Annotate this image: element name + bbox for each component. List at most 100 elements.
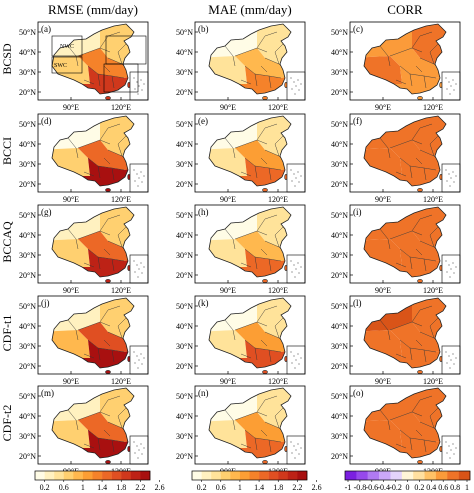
island-dot <box>452 262 454 264</box>
region-swc <box>364 239 402 267</box>
island-dot <box>446 180 448 182</box>
island-dot <box>137 457 139 459</box>
colorbar-swatch <box>63 471 74 480</box>
colorbar-swatch <box>201 471 212 480</box>
island-dot <box>291 180 293 182</box>
province-border <box>274 135 284 157</box>
lat-tick-label: 50°N <box>331 211 348 220</box>
map-panel-b: 50°N 40°N 30°N 20°N 90°E 120°E (b) <box>176 21 306 112</box>
lat-tick-label: 50°N <box>176 28 193 37</box>
colorbar-tick-label: -0.4 <box>377 483 390 492</box>
colorbar-tick-label: 1 <box>238 483 242 492</box>
island-dot <box>134 452 136 454</box>
island-dot <box>134 362 136 364</box>
province-border <box>111 167 115 181</box>
lon-tick-label: 90°E <box>220 103 236 112</box>
hainan-island <box>262 96 268 100</box>
panel-frame <box>349 385 461 465</box>
lat-tick-label: 40°N <box>176 48 193 57</box>
province-border <box>415 429 423 437</box>
province-border <box>429 43 439 65</box>
province-border <box>395 262 407 268</box>
province-border <box>260 429 268 437</box>
province-border <box>260 248 268 256</box>
island-dot <box>449 457 451 459</box>
island-dot <box>295 177 297 179</box>
region-swc <box>209 148 247 176</box>
region-north <box>257 207 291 247</box>
china-border <box>363 297 447 369</box>
colorbar-swatch <box>297 471 308 480</box>
colorbar-tick-label: -0.6 <box>365 483 378 492</box>
lat-tick-label: 50°N <box>176 211 193 220</box>
lat-tick-label: 20°N <box>331 88 348 97</box>
island-dot <box>453 363 455 365</box>
south-china-sea-inset <box>286 71 306 101</box>
province-border <box>224 45 236 67</box>
region-swc <box>52 330 90 358</box>
island-dot <box>134 271 136 273</box>
island-dot <box>300 83 302 85</box>
colorbar-tick-label: 0.2 <box>414 483 424 492</box>
colorbar-swatch <box>35 471 45 480</box>
panel-label: (m) <box>41 388 54 398</box>
island-dot <box>449 367 451 369</box>
china-border <box>51 297 135 369</box>
colorbar-swatch <box>121 471 132 480</box>
lon-tick-label: 90°E <box>63 195 79 204</box>
lat-tick-label: 20°N <box>19 452 36 461</box>
hainan-island <box>417 96 423 100</box>
lat-tick-label: 40°N <box>176 231 193 240</box>
island-dot <box>290 260 292 262</box>
island-dot <box>453 89 455 91</box>
island-dot <box>448 264 450 266</box>
region-north <box>412 298 446 338</box>
lat-tick-label: 40°N <box>176 412 193 421</box>
island-dot <box>137 367 139 369</box>
colorbar-swatch <box>192 471 202 480</box>
lat-tick-label: 30°N <box>19 342 36 351</box>
province-border <box>224 409 236 431</box>
column-title-corr: CORR <box>387 2 423 17</box>
province-border <box>429 135 439 157</box>
hainan-island <box>417 188 423 192</box>
lat-tick-label: 50°N <box>19 28 36 37</box>
province-border <box>67 409 79 431</box>
lat-tick-label: 50°N <box>176 120 193 129</box>
china-border <box>363 206 447 278</box>
colorbar-swatch <box>239 471 250 480</box>
island-dot <box>143 83 145 85</box>
hainan-island <box>105 96 111 100</box>
china-border <box>363 115 447 187</box>
hainan-island <box>105 188 111 192</box>
island-dot <box>449 93 451 95</box>
china-border <box>51 206 135 278</box>
colorbar-swatch <box>211 471 221 480</box>
island-dot <box>455 447 457 449</box>
island-dot <box>453 181 455 183</box>
island-dot <box>138 85 140 87</box>
island-dot <box>450 177 452 179</box>
island-dot <box>455 175 457 177</box>
south-china-sea-inset <box>286 345 306 375</box>
island-dot <box>298 363 300 365</box>
lon-tick-label: 120°E <box>423 103 443 112</box>
province-border <box>111 75 115 89</box>
south-china-sea-inset <box>129 435 149 465</box>
colorbar-swatch <box>259 471 269 480</box>
island-dot <box>293 81 295 83</box>
lon-tick-label: 120°E <box>268 377 288 386</box>
island-dot <box>290 441 292 443</box>
region-north <box>100 24 134 64</box>
island-dot <box>143 357 145 359</box>
island-dot <box>450 268 452 270</box>
province-border <box>240 262 252 268</box>
lat-tick-label: 50°N <box>19 392 36 401</box>
island-dot <box>300 175 302 177</box>
colorbar-tick-label: 1 <box>465 483 469 492</box>
island-dot <box>300 357 302 359</box>
colorbar-swatch <box>367 471 380 480</box>
lat-tick-label: 20°N <box>176 180 193 189</box>
hainan-island <box>105 279 111 283</box>
lat-tick-label: 30°N <box>19 251 36 260</box>
